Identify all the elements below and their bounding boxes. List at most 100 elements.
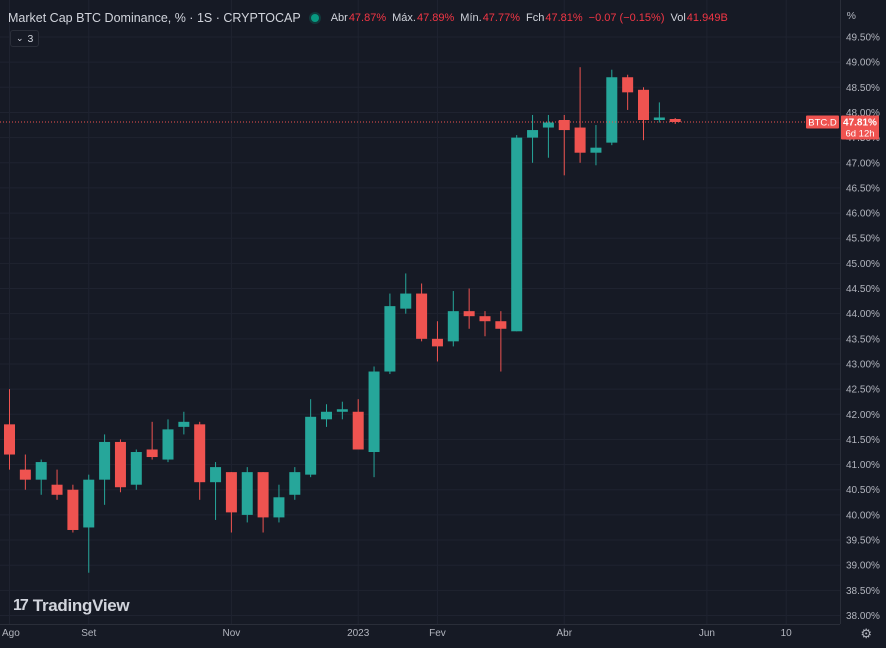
candle-body [210, 467, 222, 483]
candle-body [67, 489, 79, 530]
candle-body [638, 89, 649, 121]
x-tick-label: Jun [699, 628, 715, 639]
candle-body [606, 77, 618, 143]
candle [558, 114, 570, 176]
candle-body [225, 472, 237, 513]
candle-body [511, 137, 523, 332]
x-tick-label: Nov [223, 628, 241, 639]
candle-body [336, 409, 348, 412]
candle-body [83, 479, 95, 528]
candle-body [447, 311, 459, 342]
x-tick-label: 10 [781, 628, 793, 639]
candle [4, 389, 15, 470]
candle [114, 439, 126, 493]
y-tick-label: 46.50% [846, 183, 880, 194]
candle-body [384, 306, 396, 372]
candle-body [479, 316, 491, 322]
candle [178, 411, 190, 435]
gear-icon[interactable]: ⚙ [860, 626, 872, 641]
candle [289, 467, 301, 500]
candle-body [51, 484, 63, 495]
candle [542, 114, 554, 158]
candle-body [130, 452, 142, 485]
price-tag-countdown: 6d 12h [845, 129, 874, 140]
y-tick-label: 38.00% [846, 611, 880, 622]
candle-body [194, 424, 206, 483]
candle-body [653, 117, 665, 121]
candle [162, 419, 174, 463]
candle-body [542, 122, 554, 128]
candle [416, 283, 428, 342]
candle [431, 321, 443, 362]
candle-body [590, 147, 602, 153]
candle-body [178, 421, 190, 427]
candle [130, 449, 142, 490]
y-tick-label: 47.00% [846, 158, 880, 169]
close-value: 47.81% [545, 12, 583, 24]
candle [653, 102, 665, 123]
y-tick-label: 41.00% [846, 460, 880, 471]
low-label: Mín. [460, 12, 482, 24]
price-axis[interactable]: 38.00% 38.50% 39.00% 39.50% 40.00% 40.50% 41.0… [846, 33, 880, 623]
candle [146, 421, 158, 460]
y-tick-label: 46.00% [846, 209, 880, 220]
y-tick-label: 42.00% [846, 410, 880, 421]
chevron-down-icon: ⌄ [16, 33, 24, 43]
candle [257, 472, 269, 533]
volume-value: 41.949B [686, 12, 728, 24]
candle [669, 117, 681, 125]
candle-body [400, 293, 412, 309]
candle-body [289, 472, 301, 495]
change-value: −0.07 (−0.15%) [588, 12, 665, 24]
candle-body [241, 472, 253, 515]
y-tick-label: 44.00% [846, 309, 880, 320]
price-tag-bg [841, 115, 879, 140]
candle [321, 404, 332, 427]
tradingview-logo[interactable]: 17 TradingView [13, 596, 130, 616]
x-tick-label: Set [81, 628, 96, 639]
candle [463, 288, 475, 329]
candle [225, 472, 237, 533]
y-tick-label: 39.50% [846, 536, 880, 547]
y-tick-label: 48.50% [846, 83, 880, 94]
y-tick-label: 43.00% [846, 359, 880, 370]
candle [51, 469, 63, 500]
candle [622, 74, 634, 110]
branding-text: TradingView [32, 596, 130, 615]
y-tick-label: 49.00% [846, 58, 880, 69]
tradingview-logo-icon: 17 [13, 597, 29, 614]
candle [241, 467, 253, 523]
candle-body [463, 311, 475, 317]
candle-body [146, 449, 158, 458]
x-tick-label: 2023 [347, 628, 370, 639]
y-tick-label: 45.50% [846, 234, 880, 245]
candle [574, 67, 586, 163]
axis-unit: % [846, 10, 856, 22]
time-axis[interactable]: Ago Set Nov 2023 Fev Abr Jun 10 [2, 628, 792, 639]
y-tick-label: 41.50% [846, 435, 880, 446]
y-tick-label: 49.50% [846, 33, 880, 44]
candle-body [114, 441, 126, 488]
symbol-title[interactable]: Market Cap BTC Dominance, % · 1S · CRYPT… [8, 11, 301, 25]
candle [19, 454, 31, 490]
candle-body [368, 371, 380, 453]
candle-body [495, 321, 507, 329]
candle [194, 421, 206, 500]
indicators-toggle-button[interactable]: ⌄ 3 [10, 30, 40, 47]
candle-body [622, 77, 634, 93]
candle [210, 462, 222, 520]
market-status-icon[interactable] [310, 14, 319, 22]
y-tick-label: 44.50% [846, 284, 880, 295]
close-label: Fch [526, 12, 545, 24]
x-tick-label: Fev [429, 628, 446, 639]
y-tick-label: 48.00% [846, 108, 880, 119]
candle-body [431, 338, 443, 347]
candle [99, 434, 111, 505]
candle-body [669, 118, 681, 123]
y-tick-label: 38.50% [846, 586, 880, 597]
candle-body [4, 424, 15, 455]
y-tick-label: 39.00% [846, 561, 880, 572]
candle [590, 125, 602, 166]
candle [447, 291, 459, 347]
